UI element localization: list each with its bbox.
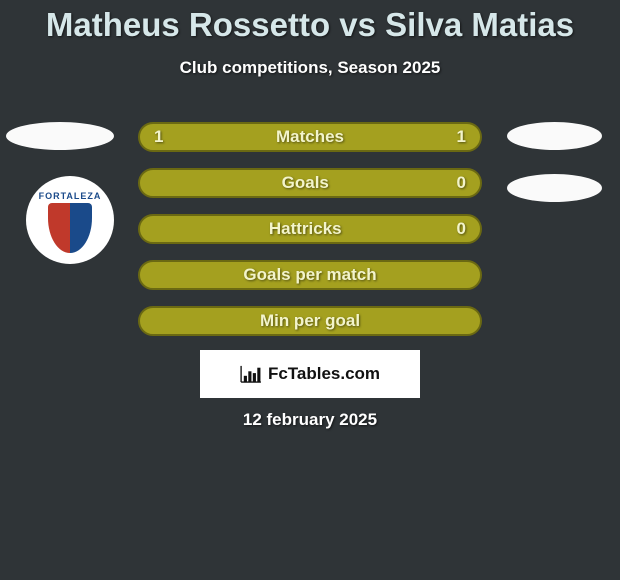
stat-label: Min per goal bbox=[260, 311, 360, 331]
stat-right-value: 0 bbox=[457, 219, 466, 239]
stat-bar-hattricks: Hattricks 0 bbox=[138, 214, 482, 244]
club-badge-shield-icon bbox=[48, 203, 92, 253]
stat-label: Hattricks bbox=[269, 219, 342, 239]
club-badge-text: FORTALEZA bbox=[39, 191, 102, 201]
page-title: Matheus Rossetto vs Silva Matias bbox=[0, 0, 620, 44]
right-ellipse-1 bbox=[507, 122, 602, 150]
stat-label: Goals bbox=[282, 173, 329, 193]
stats-comparison-card: Matheus Rossetto vs Silva Matias Club co… bbox=[0, 0, 620, 580]
footer-brand-text: FcTables.com bbox=[268, 364, 380, 384]
club-badge: FORTALEZA bbox=[26, 176, 114, 264]
stat-left-value: 1 bbox=[154, 127, 163, 147]
footer-date: 12 february 2025 bbox=[0, 410, 620, 430]
subtitle: Club competitions, Season 2025 bbox=[0, 58, 620, 78]
stat-bar-matches: 1 Matches 1 bbox=[138, 122, 482, 152]
left-ellipse-1 bbox=[6, 122, 114, 150]
stat-bar-goals: Goals 0 bbox=[138, 168, 482, 198]
bar-chart-icon bbox=[240, 365, 262, 383]
stat-label: Matches bbox=[276, 127, 344, 147]
stat-bar-goals-per-match: Goals per match bbox=[138, 260, 482, 290]
footer-brand-box[interactable]: FcTables.com bbox=[200, 350, 420, 398]
stat-bar-min-per-goal: Min per goal bbox=[138, 306, 482, 336]
stat-label: Goals per match bbox=[243, 265, 376, 285]
shield-left-half bbox=[48, 203, 70, 253]
shield-right-half bbox=[70, 203, 92, 253]
right-ellipse-2 bbox=[507, 174, 602, 202]
stat-right-value: 0 bbox=[457, 173, 466, 193]
stat-right-value: 1 bbox=[457, 127, 466, 147]
stat-bars-group: 1 Matches 1 Goals 0 Hattricks 0 Goals pe… bbox=[138, 122, 482, 352]
